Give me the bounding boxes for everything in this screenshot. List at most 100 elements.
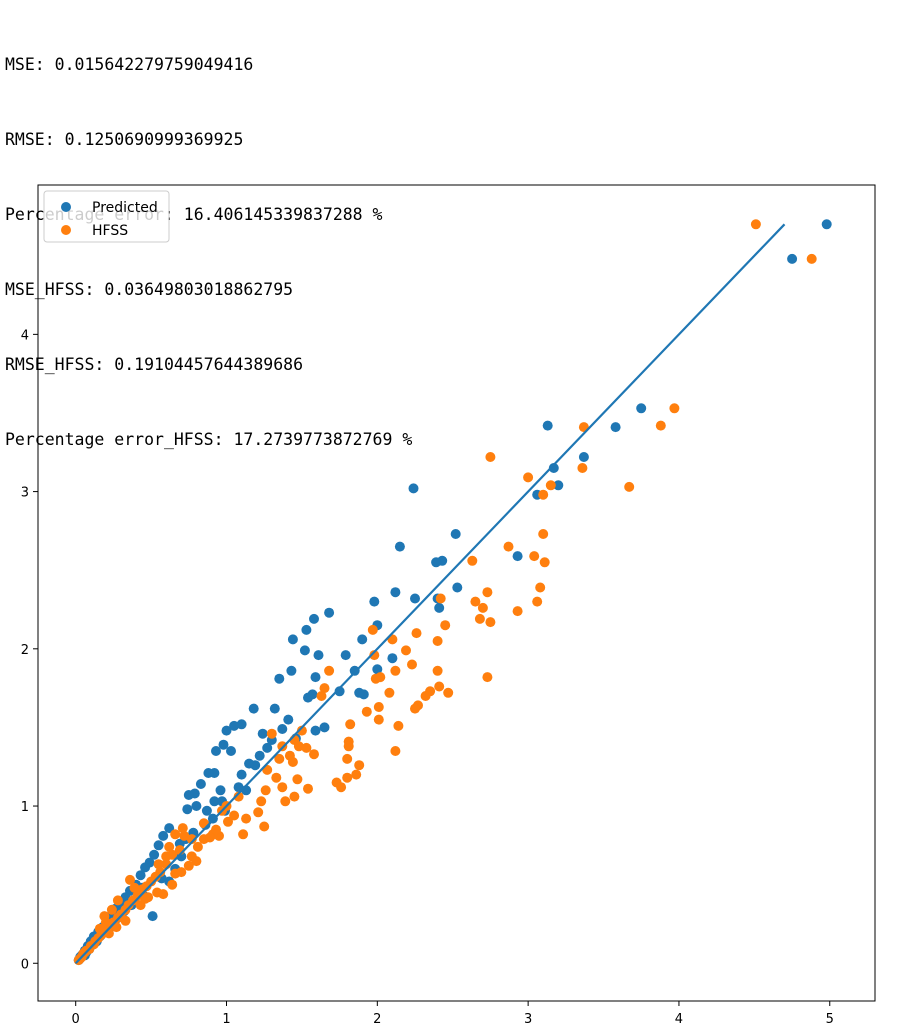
point-predicted [221, 725, 232, 736]
point-hfss [112, 895, 123, 906]
point-hfss [440, 620, 451, 631]
point-predicted [182, 804, 193, 815]
point-predicted [274, 673, 285, 684]
point-predicted [512, 551, 523, 562]
point-hfss [238, 829, 249, 840]
point-predicted [578, 452, 589, 462]
point-predicted [542, 420, 553, 431]
point-predicted [452, 582, 463, 593]
point-predicted [269, 703, 280, 714]
point-hfss [467, 555, 478, 566]
point-predicted [201, 805, 212, 816]
point-predicted [248, 703, 259, 714]
point-hfss [296, 725, 307, 736]
point-hfss [367, 624, 378, 635]
point-hfss [806, 253, 817, 264]
point-hfss [260, 785, 271, 796]
point-predicted [394, 541, 405, 552]
point-hfss [316, 691, 327, 701]
point-predicted [226, 746, 236, 756]
point-predicted [135, 870, 146, 881]
point-hfss [309, 749, 319, 760]
point-hfss [529, 551, 540, 562]
point-hfss [259, 821, 270, 832]
point-hfss [545, 480, 556, 491]
point-predicted [431, 557, 442, 568]
point-predicted [324, 607, 335, 618]
point-predicted [262, 742, 273, 753]
point-hfss [390, 665, 401, 676]
point-hfss [443, 687, 454, 698]
point-hfss [177, 823, 188, 834]
point-hfss [470, 596, 481, 607]
point-hfss [158, 889, 169, 900]
point-hfss [204, 832, 215, 843]
point-hfss [241, 813, 252, 824]
point-predicted [254, 750, 265, 761]
point-hfss [538, 529, 549, 539]
output-line-percentage-error-hfss: Percentage error_HFSS: 17.2739773872769 … [5, 430, 413, 449]
point-hfss [503, 541, 514, 552]
point-hfss [369, 650, 380, 661]
output-line-mse-hfss: MSE_HFSS: 0.03649803018862795 [5, 280, 294, 299]
point-predicted [354, 687, 365, 698]
point-hfss [271, 772, 282, 783]
output-line-mse: MSE: 0.015642279759049416 [5, 55, 254, 74]
point-hfss [482, 672, 493, 683]
point-predicted [410, 593, 420, 604]
point-predicted [203, 768, 214, 778]
point-predicted [787, 253, 798, 264]
point-hfss [474, 613, 485, 624]
point-hfss [301, 742, 312, 753]
point-hfss [407, 659, 417, 670]
y-tick-label: 3 [21, 486, 29, 501]
point-predicted [369, 596, 380, 607]
y-tick-label: 0 [21, 957, 29, 972]
legend-box [43, 190, 170, 243]
point-hfss [303, 783, 313, 794]
point-hfss [183, 860, 194, 871]
legend-marker-hfss [61, 225, 71, 235]
point-hfss [539, 557, 550, 568]
point-hfss [577, 463, 588, 473]
point-hfss [345, 719, 356, 730]
y-axis: 0 1 2 3 4 [21, 328, 38, 972]
point-predicted [215, 785, 226, 796]
point-predicted [244, 758, 255, 769]
point-hfss [106, 904, 117, 915]
point-hfss [485, 617, 496, 628]
point-hfss [256, 796, 267, 807]
point-hfss [342, 753, 353, 764]
point-hfss [94, 923, 105, 934]
point-hfss [293, 741, 304, 752]
point-hfss [153, 859, 164, 870]
point-predicted [149, 849, 160, 860]
point-predicted [147, 911, 158, 922]
point-predicted [372, 664, 383, 675]
point-hfss [223, 816, 233, 827]
point-hfss [669, 403, 680, 414]
point-predicted [277, 724, 288, 734]
point-hfss [434, 681, 445, 692]
point-hfss [512, 606, 523, 617]
point-predicted [287, 634, 298, 645]
plot-frame [37, 184, 876, 1002]
point-hfss [253, 807, 264, 818]
point-hfss [351, 769, 362, 780]
point-predicted [309, 613, 319, 624]
point-hfss [535, 582, 546, 593]
x-tick-label: 4 [675, 1012, 683, 1027]
point-predicted [821, 219, 832, 230]
point-hfss [324, 665, 335, 676]
y-tick-label: 1 [21, 800, 29, 815]
point-hfss [233, 791, 244, 802]
point-predicted [191, 801, 202, 811]
point-hfss [336, 782, 347, 793]
point-predicted [301, 624, 312, 635]
point-hfss [411, 628, 422, 639]
reference-line [74, 223, 786, 965]
point-hfss [266, 728, 277, 739]
point-predicted [313, 650, 324, 661]
point-hfss [170, 829, 181, 840]
